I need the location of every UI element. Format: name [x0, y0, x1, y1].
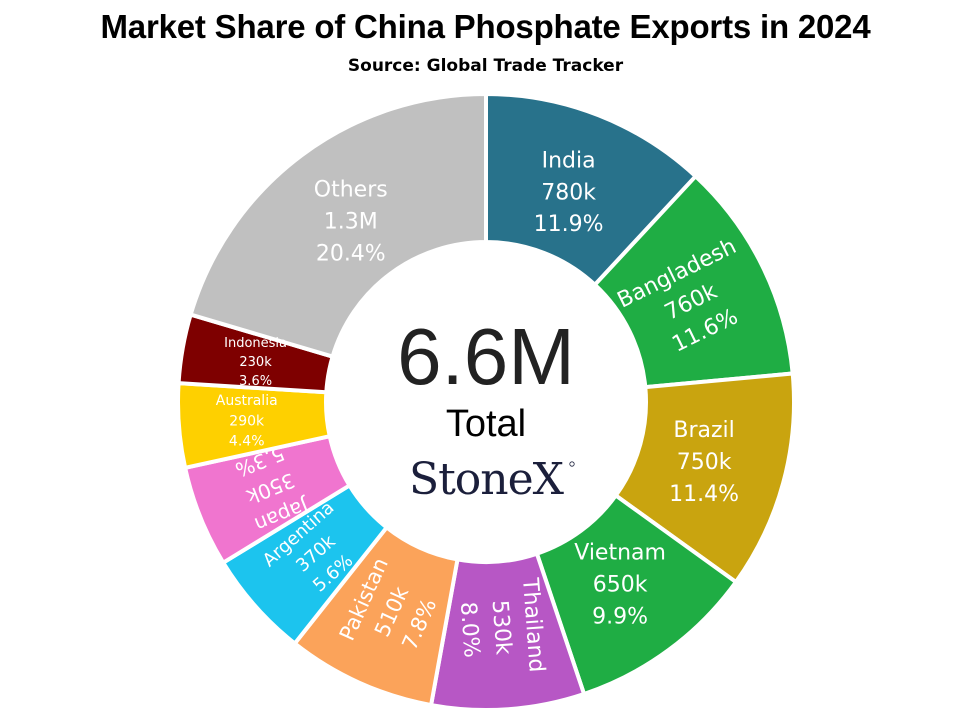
slice-share: 20.4%: [316, 242, 386, 267]
slice-value: 230k: [239, 355, 272, 370]
slice-value: 650k: [593, 573, 648, 598]
chart-subtitle: Source: Global Trade Tracker: [347, 56, 624, 76]
slice-share: 11.9%: [534, 212, 604, 237]
slice-label-others: Others 1.3M 20.4%: [314, 178, 388, 267]
slice-label-indonesia: Indonesia 230k 3.6%: [224, 336, 287, 389]
slice-value: 290k: [229, 413, 265, 429]
slice-name: India: [542, 148, 596, 173]
slice-label-vietnam: Vietnam 650k 9.9%: [574, 541, 666, 630]
slice-brazil: [613, 371, 796, 585]
slice-name: Australia: [216, 393, 278, 409]
slice-value: 530k: [487, 599, 516, 656]
slice-others: [188, 91, 488, 360]
center-total-label: Total: [446, 403, 526, 445]
slice-share: 8.0%: [455, 601, 484, 659]
slice-label-india: India 780k 11.9%: [534, 148, 604, 237]
slice-share: 3.6%: [239, 374, 272, 389]
slice-share: 4.4%: [229, 434, 265, 450]
registered-mark-icon: [569, 461, 575, 467]
slice-name: Indonesia: [224, 336, 287, 351]
stonex-logo-text: StoneX: [409, 454, 565, 505]
slice-share: 11.4%: [669, 482, 739, 507]
chart-title: Market Share of China Phosphate Exports …: [100, 8, 871, 45]
slice-name: Brazil: [673, 418, 734, 443]
slice-value: 1.3M: [324, 210, 378, 235]
slice-label-brazil: Brazil 750k 11.4%: [669, 418, 739, 507]
slice-name: Vietnam: [574, 541, 666, 566]
slice-name: Others: [314, 178, 388, 203]
stonex-logo: StoneX: [409, 454, 575, 505]
donut-slices: [176, 91, 796, 712]
slice-value: 750k: [677, 450, 732, 475]
center-total-value: 6.6M: [397, 312, 575, 401]
slice-value: 780k: [541, 180, 596, 205]
slice-label-australia: Australia 290k 4.4%: [216, 393, 278, 450]
slice-share: 9.9%: [592, 605, 648, 630]
